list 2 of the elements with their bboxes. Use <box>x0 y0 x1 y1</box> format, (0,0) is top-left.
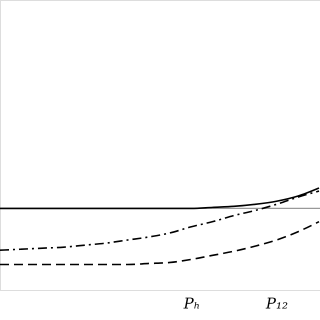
x-tick-label: Pₕ <box>182 294 200 312</box>
x-tick-label: P₁₂ <box>264 294 288 312</box>
